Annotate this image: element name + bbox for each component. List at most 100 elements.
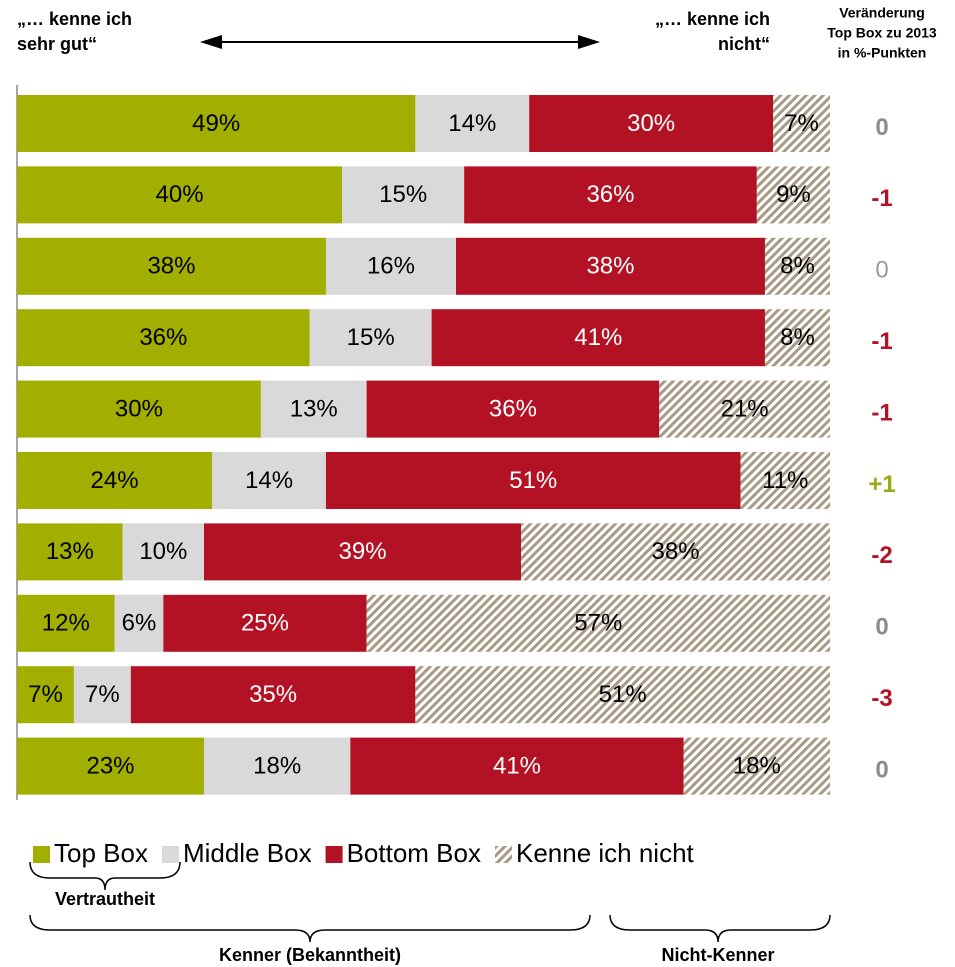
change-value: 0 xyxy=(875,756,888,783)
bar-segment xyxy=(415,95,530,152)
data-label: 38% xyxy=(586,253,634,280)
data-label: 7% xyxy=(28,681,63,708)
change-title: Veränderung xyxy=(839,5,925,21)
change-value: 0 xyxy=(875,114,888,141)
data-label: 7% xyxy=(784,110,819,137)
change-title: in %-Punkten xyxy=(838,45,927,61)
bar-segment xyxy=(659,380,830,438)
bar-segment xyxy=(17,380,261,438)
data-label: 13% xyxy=(290,395,338,422)
bar-segment xyxy=(203,523,522,581)
bar-segment xyxy=(521,523,830,581)
change-value: 0 xyxy=(875,614,888,641)
data-label: 36% xyxy=(586,181,634,208)
legend-swatch xyxy=(494,846,512,863)
bar-segment xyxy=(764,237,830,295)
change-value: 0 xyxy=(875,257,888,284)
bar-segment xyxy=(17,737,204,795)
legend-swatch xyxy=(325,846,343,863)
brace-label: Nicht-Kenner xyxy=(661,945,774,965)
bar-segment xyxy=(114,594,164,652)
bar-segment xyxy=(325,452,741,509)
data-label: 23% xyxy=(86,752,134,779)
header-left: sehr gut“ xyxy=(17,34,97,54)
brace xyxy=(609,914,831,943)
legend-swatch xyxy=(33,846,50,863)
change-value: +1 xyxy=(868,471,895,498)
data-label: 57% xyxy=(574,610,622,637)
data-label: 18% xyxy=(733,752,781,779)
data-label: 11% xyxy=(762,467,808,494)
header-right: „… kenne ich xyxy=(655,9,770,29)
data-label: 39% xyxy=(339,538,387,565)
change-value: -1 xyxy=(871,399,892,426)
bar-segment xyxy=(431,309,765,367)
data-label: 14% xyxy=(245,467,293,494)
change-value: -1 xyxy=(871,185,892,212)
data-label: 49% xyxy=(192,110,240,137)
data-label: 51% xyxy=(599,681,647,708)
bar-segment xyxy=(122,523,204,581)
bar-segment xyxy=(366,380,660,438)
data-label: 35% xyxy=(249,681,297,708)
data-label: 21% xyxy=(721,395,769,422)
bar-segment xyxy=(683,737,830,795)
data-label: 38% xyxy=(652,538,700,565)
data-label: 15% xyxy=(347,324,395,351)
data-label: 36% xyxy=(489,395,537,422)
legend-label: Kenne ich nicht xyxy=(516,838,695,868)
brace-label: Vertrautheit xyxy=(55,889,155,909)
change-value: -1 xyxy=(871,328,892,355)
data-label: 38% xyxy=(147,253,195,280)
data-label: 41% xyxy=(493,752,541,779)
bar-segment xyxy=(773,95,830,152)
bar-segment xyxy=(17,452,213,509)
bar-segment xyxy=(325,237,457,295)
change-value: -2 xyxy=(871,542,892,569)
bar-segment xyxy=(203,737,351,795)
bar-segment xyxy=(163,594,367,652)
bar-segment xyxy=(17,166,343,224)
data-label: 6% xyxy=(122,610,157,637)
bar-segment xyxy=(260,380,367,438)
bar-segment xyxy=(342,166,465,224)
data-label: 8% xyxy=(780,324,815,351)
bar-segment xyxy=(17,237,326,295)
bar-segment xyxy=(17,594,115,652)
data-label: 14% xyxy=(448,110,496,137)
data-label: 41% xyxy=(574,324,622,351)
header-left: „… kenne ich xyxy=(17,9,132,29)
bar-segment xyxy=(17,309,310,367)
bar-segment xyxy=(764,309,830,367)
data-label: 25% xyxy=(241,610,289,637)
data-label: 10% xyxy=(139,538,187,565)
bar-segment xyxy=(366,594,830,652)
data-label: 7% xyxy=(85,681,120,708)
brace xyxy=(29,861,181,891)
bar-segment xyxy=(740,452,830,509)
bar-segment xyxy=(17,666,74,724)
bar-segment xyxy=(456,237,765,295)
bar-segment xyxy=(309,309,432,367)
data-label: 30% xyxy=(115,395,163,422)
data-label: 51% xyxy=(509,467,557,494)
bar-segment xyxy=(17,523,123,581)
header-right: nicht“ xyxy=(718,34,770,54)
data-label: 13% xyxy=(46,538,94,565)
data-label: 24% xyxy=(91,467,139,494)
data-label: 36% xyxy=(139,324,187,351)
legend-label: Top Box xyxy=(54,838,148,868)
bar-segment xyxy=(212,452,326,509)
bar-segment xyxy=(17,95,416,152)
bar-segment xyxy=(73,666,131,724)
bar-segment xyxy=(350,737,684,795)
brace xyxy=(29,914,591,943)
change-value: -3 xyxy=(871,685,892,712)
data-label: 12% xyxy=(42,610,90,637)
data-label: 30% xyxy=(627,110,675,137)
brace-label: Kenner (Bekanntheit) xyxy=(219,945,401,965)
bar-segment xyxy=(415,666,830,724)
bar-segment xyxy=(464,166,757,224)
legend-swatch xyxy=(161,846,179,863)
